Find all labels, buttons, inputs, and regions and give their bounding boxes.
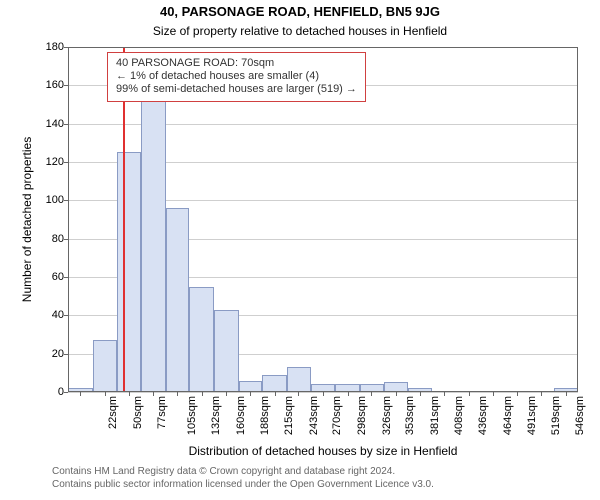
x-tick (541, 392, 542, 396)
x-tick-label: 22sqm (107, 396, 119, 429)
x-tick-label: 50sqm (132, 396, 144, 429)
x-tick (444, 392, 445, 396)
chart-stage: 40, PARSONAGE ROAD, HENFIELD, BN5 9JG Si… (0, 0, 600, 500)
x-tick (226, 392, 227, 396)
x-tick-label: 408sqm (453, 396, 465, 435)
y-tick-label: 100 (46, 194, 68, 206)
x-tick-label: 519sqm (550, 396, 562, 435)
x-tick-label: 326sqm (381, 396, 393, 435)
y-tick-label: 140 (46, 118, 68, 130)
x-tick-label: 188sqm (259, 396, 271, 435)
x-tick (275, 392, 276, 396)
x-tick-label: 491sqm (526, 396, 538, 435)
x-tick (371, 392, 372, 396)
x-tick-label: 105sqm (186, 396, 198, 435)
y-tick-label: 20 (52, 348, 68, 360)
x-tick-label: 215sqm (283, 396, 295, 435)
callout-line-3: 99% of semi-detached houses are larger (… (116, 83, 357, 96)
y-tick-label: 0 (58, 386, 68, 398)
x-tick (298, 392, 299, 396)
callout-line-1: 40 PARSONAGE ROAD: 70sqm (116, 57, 357, 70)
title: 40, PARSONAGE ROAD, HENFIELD, BN5 9JG (0, 4, 600, 19)
x-tick (250, 392, 251, 396)
x-tick-label: 546sqm (574, 396, 586, 435)
attribution-line-2: Contains public sector information licen… (52, 479, 434, 492)
x-axis-title: Distribution of detached houses by size … (68, 444, 578, 458)
x-tick (420, 392, 421, 396)
x-tick (348, 392, 349, 396)
y-axis-title: Number of detached properties (20, 47, 34, 392)
x-tick-label: 353sqm (405, 396, 417, 435)
x-tick-label: 132sqm (210, 396, 222, 435)
subtitle: Size of property relative to detached ho… (0, 24, 600, 38)
x-tick-label: 160sqm (235, 396, 247, 435)
x-tick (177, 392, 178, 396)
x-tick (566, 392, 567, 396)
x-tick (129, 392, 130, 396)
x-tick (153, 392, 154, 396)
y-tick-label: 180 (46, 41, 68, 53)
y-tick-label: 40 (52, 309, 68, 321)
x-tick (80, 392, 81, 396)
attribution-line-1: Contains HM Land Registry data © Crown c… (52, 466, 434, 479)
x-tick (517, 392, 518, 396)
callout-annotation: 40 PARSONAGE ROAD: 70sqm ← 1% of detache… (107, 52, 366, 102)
y-tick-label: 60 (52, 271, 68, 283)
x-tick (202, 392, 203, 396)
y-tick-label: 120 (46, 156, 68, 168)
x-tick (396, 392, 397, 396)
x-tick (493, 392, 494, 396)
x-tick-label: 243sqm (308, 396, 320, 435)
callout-line-2: ← 1% of detached houses are smaller (4) (116, 70, 357, 83)
x-tick-label: 270sqm (332, 396, 344, 435)
x-tick-label: 77sqm (156, 396, 168, 429)
x-tick-label: 464sqm (502, 396, 514, 435)
x-tick-label: 436sqm (477, 396, 489, 435)
x-tick (105, 392, 106, 396)
x-tick (323, 392, 324, 396)
x-tick (469, 392, 470, 396)
y-tick-label: 80 (52, 233, 68, 245)
x-tick-label: 381sqm (429, 396, 441, 435)
x-tick-label: 298sqm (356, 396, 368, 435)
attribution: Contains HM Land Registry data © Crown c… (52, 466, 434, 491)
y-tick-label: 160 (46, 79, 68, 91)
